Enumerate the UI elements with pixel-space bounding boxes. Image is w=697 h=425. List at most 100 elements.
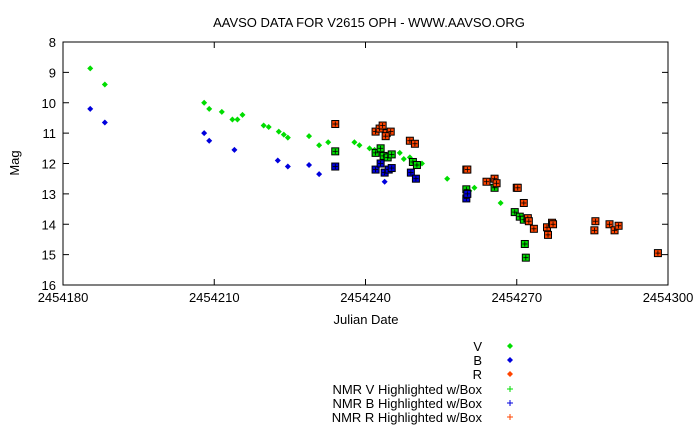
v-point	[265, 124, 272, 131]
b-point	[87, 105, 94, 112]
v-point	[260, 122, 267, 129]
nmr-r-highlighted-w-box-point	[610, 226, 619, 235]
nmr-r-highlighted-w-box-point	[492, 179, 501, 188]
nmr-b-highlighted-w-box-point	[411, 174, 420, 183]
legend-marker	[507, 371, 513, 377]
v-point	[218, 108, 225, 115]
nmr-r-highlighted-w-box-point	[524, 217, 533, 226]
x-tick-label: 2454180	[38, 290, 89, 305]
legend-marker	[507, 343, 513, 349]
y-tick-label: 11	[43, 126, 57, 141]
v-point	[234, 116, 241, 123]
nmr-v-highlighted-w-box-point	[412, 161, 421, 170]
v-point	[229, 116, 236, 123]
x-tick-label: 2454210	[189, 290, 240, 305]
b-point	[381, 178, 388, 185]
b-point	[231, 146, 238, 153]
nmr-r-highlighted-w-box-point	[653, 249, 662, 258]
y-tick-label: 9	[49, 65, 56, 80]
b-point	[316, 171, 323, 178]
y-tick-label: 14	[42, 217, 56, 232]
plot-area	[62, 41, 669, 286]
b-point	[306, 162, 313, 169]
nmr-v-highlighted-w-box-point	[331, 147, 340, 156]
nmr-v-highlighted-w-box-point	[387, 150, 396, 159]
b-point	[206, 137, 213, 144]
nmr-r-highlighted-w-box-point	[513, 183, 522, 192]
x-tick-label: 2454300	[643, 290, 694, 305]
v-point	[284, 134, 291, 141]
nmr-r-highlighted-w-box-point	[378, 121, 387, 130]
legend-item-v: V	[473, 339, 513, 354]
legend-item-nmr-v-highlighted-w-box: NMR V Highlighted w/Box	[332, 382, 513, 397]
nmr-b-highlighted-w-box-point	[331, 162, 340, 171]
b-point	[201, 130, 208, 137]
nmr-r-highlighted-w-box-point	[590, 226, 599, 235]
v-point	[351, 139, 358, 146]
legend-label: NMR R Highlighted w/Box	[332, 410, 483, 425]
legend-label: R	[473, 367, 482, 382]
nmr-b-highlighted-w-box-point	[406, 168, 415, 177]
y-axis-label: Mag	[7, 150, 22, 175]
v-point	[366, 145, 373, 152]
nmr-v-highlighted-w-box-point	[371, 148, 380, 157]
chart-title: AAVSO DATA FOR V2615 OPH - WWW.AAVSO.ORG	[213, 15, 525, 30]
v-point	[396, 149, 403, 156]
x-tick-label: 2454240	[340, 290, 391, 305]
v-point	[356, 142, 363, 149]
v-point	[87, 65, 94, 72]
nmr-b-highlighted-w-box-point	[371, 165, 380, 174]
nmr-v-highlighted-w-box-point	[510, 208, 519, 217]
v-point	[206, 105, 213, 112]
legend-marker	[507, 357, 513, 363]
nmr-r-highlighted-w-box-point	[549, 220, 558, 229]
nmr-b-highlighted-w-box-point	[376, 159, 385, 168]
y-tick-label: 12	[42, 157, 56, 172]
nmr-r-highlighted-w-box-point	[410, 139, 419, 148]
nmr-r-highlighted-w-box-point	[463, 165, 472, 174]
v-point	[497, 199, 504, 206]
nmr-v-highlighted-w-box-point	[521, 253, 530, 262]
nmr-r-highlighted-w-box-point	[381, 132, 390, 141]
nmr-b-highlighted-w-box-point	[463, 189, 472, 198]
legend-item-b: B	[473, 353, 513, 368]
v-point	[316, 142, 323, 149]
nmr-v-highlighted-w-box-point	[376, 144, 385, 153]
v-point	[101, 81, 108, 88]
legend-label: NMR V Highlighted w/Box	[332, 382, 482, 397]
nmr-r-highlighted-w-box-point	[386, 127, 395, 136]
legend-label: B	[473, 353, 482, 368]
x-axis-label: Julian Date	[333, 312, 398, 327]
x-tick-label: 2454270	[491, 290, 542, 305]
y-tick-label: 10	[42, 96, 56, 111]
nmr-r-highlighted-w-box-point	[482, 177, 491, 186]
v-point	[400, 155, 407, 162]
nmr-r-highlighted-w-box-point	[544, 230, 553, 239]
v-point	[471, 184, 478, 191]
legend-label: V	[473, 339, 482, 354]
legend-item-nmr-r-highlighted-w-box: NMR R Highlighted w/Box	[332, 410, 513, 425]
nmr-b-highlighted-w-box-point	[387, 164, 396, 173]
v-point	[325, 139, 332, 146]
nmr-r-highlighted-w-box-point	[591, 217, 600, 226]
b-point	[101, 119, 108, 126]
legend-item-nmr-b-highlighted-w-box: NMR B Highlighted w/Box	[332, 396, 513, 411]
v-point	[239, 111, 246, 118]
v-point	[306, 133, 313, 140]
data-points	[87, 65, 662, 262]
b-point	[284, 163, 291, 170]
x-axis: 2454180 2454210 2454240 2454270 2454300	[38, 42, 694, 305]
legend-item-r: R	[473, 367, 513, 382]
v-point	[280, 131, 287, 138]
nmr-r-highlighted-w-box-point	[331, 120, 340, 129]
v-point	[201, 99, 208, 106]
v-point	[275, 128, 282, 135]
y-tick-label: 13	[42, 187, 56, 202]
nmr-r-highlighted-w-box-point	[529, 224, 538, 233]
y-tick-label: 16	[42, 278, 56, 293]
nmr-v-highlighted-w-box-point	[520, 239, 529, 248]
nmr-r-highlighted-w-box-point	[605, 220, 614, 229]
nmr-r-highlighted-w-box-point	[614, 221, 623, 230]
